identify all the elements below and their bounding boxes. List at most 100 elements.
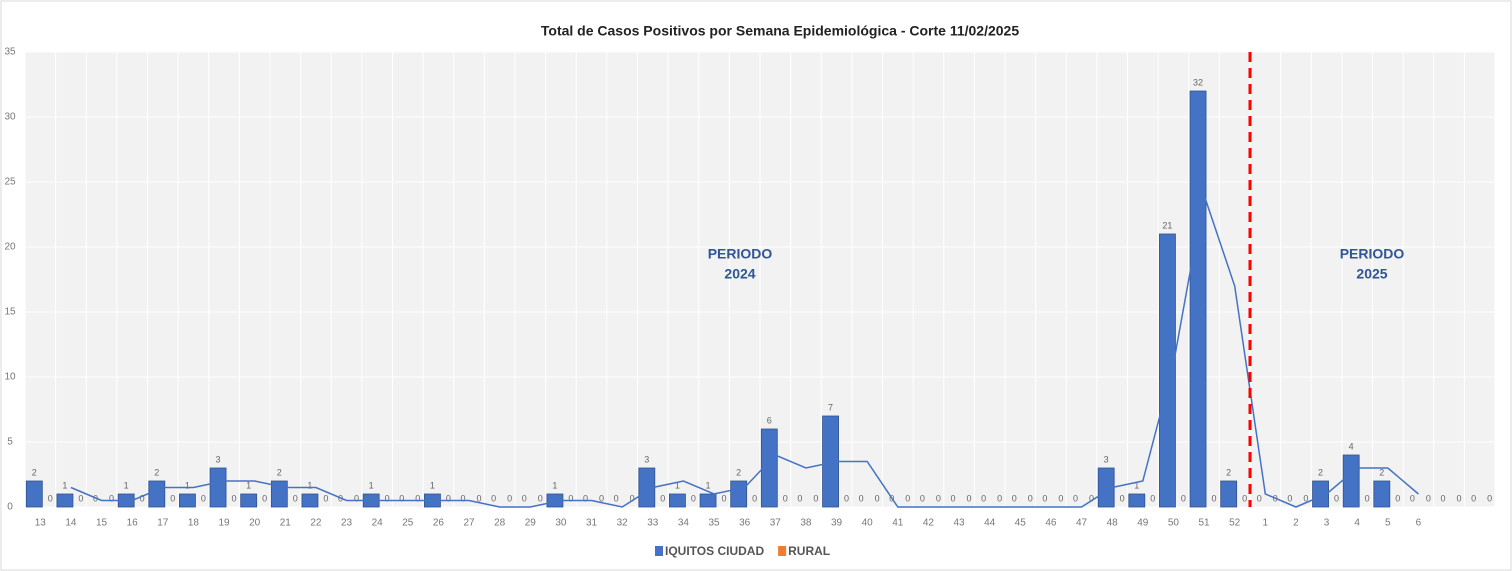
data-label: 3 bbox=[1104, 454, 1109, 464]
data-label: 0 bbox=[1257, 493, 1262, 503]
x-tick-label: 34 bbox=[678, 518, 690, 529]
bar bbox=[699, 493, 717, 508]
x-tick-label: 46 bbox=[1045, 518, 1057, 529]
x-tick-label: 18 bbox=[188, 518, 200, 529]
data-label: 0 bbox=[1410, 493, 1415, 503]
data-label: 0 bbox=[1303, 493, 1308, 503]
legend-swatch bbox=[778, 546, 787, 556]
x-tick-label: 32 bbox=[617, 518, 629, 529]
data-label: 0 bbox=[936, 493, 941, 503]
x-tick-label: 2 bbox=[1293, 518, 1299, 529]
bar bbox=[1220, 480, 1238, 508]
data-label: 0 bbox=[630, 493, 635, 503]
x-tick-label: 26 bbox=[433, 518, 445, 529]
data-label: 2 bbox=[1318, 467, 1323, 477]
bar bbox=[1373, 480, 1391, 508]
data-label: 0 bbox=[1120, 493, 1125, 503]
data-label: 1 bbox=[675, 480, 680, 490]
x-tick-label: 37 bbox=[770, 518, 782, 529]
data-label: 3 bbox=[644, 454, 649, 464]
x-tick-label: 22 bbox=[310, 518, 322, 529]
bar bbox=[1342, 454, 1360, 508]
x-tick-label: 49 bbox=[1137, 518, 1149, 529]
x-tick-label: 15 bbox=[96, 518, 108, 529]
data-label: 32 bbox=[1193, 77, 1203, 87]
bar bbox=[1189, 90, 1207, 508]
x-tick-label: 30 bbox=[555, 518, 567, 529]
data-label: 0 bbox=[583, 493, 588, 503]
data-label: 0 bbox=[1089, 493, 1094, 503]
x-tick-label: 14 bbox=[65, 518, 77, 529]
bar bbox=[760, 428, 778, 508]
data-label: 0 bbox=[967, 493, 972, 503]
data-label: 0 bbox=[399, 493, 404, 503]
bar bbox=[148, 480, 166, 508]
period-annotation: 2024 bbox=[724, 266, 755, 282]
data-label: 2 bbox=[154, 467, 159, 477]
data-label: 0 bbox=[844, 493, 849, 503]
x-tick-label: 35 bbox=[709, 518, 721, 529]
data-label: 0 bbox=[1487, 493, 1492, 503]
data-label: 0 bbox=[323, 493, 328, 503]
x-tick-label: 42 bbox=[923, 518, 935, 529]
data-label: 0 bbox=[722, 493, 727, 503]
data-label: 0 bbox=[140, 493, 145, 503]
data-label: 0 bbox=[354, 493, 359, 503]
data-label: 0 bbox=[1471, 493, 1476, 503]
y-tick-label: 30 bbox=[4, 112, 16, 123]
x-tick-label: 28 bbox=[494, 518, 506, 529]
data-label: 1 bbox=[62, 480, 67, 490]
data-label: 0 bbox=[1150, 493, 1155, 503]
x-tick-label: 3 bbox=[1324, 518, 1330, 529]
data-label: 0 bbox=[752, 493, 757, 503]
data-label: 0 bbox=[660, 493, 665, 503]
x-tick-label: 24 bbox=[372, 518, 384, 529]
bar bbox=[730, 480, 748, 508]
y-tick-label: 15 bbox=[4, 307, 16, 318]
x-tick-label: 4 bbox=[1354, 518, 1360, 529]
data-label: 0 bbox=[859, 493, 864, 503]
x-tick-label: 6 bbox=[1416, 518, 1422, 529]
data-label: 0 bbox=[109, 493, 114, 503]
x-tick-label: 44 bbox=[984, 518, 996, 529]
bar bbox=[25, 480, 43, 508]
trend-line bbox=[70, 194, 1419, 508]
data-label: 0 bbox=[170, 493, 175, 503]
data-label: 1 bbox=[307, 480, 312, 490]
data-label: 0 bbox=[981, 493, 986, 503]
data-label: 0 bbox=[1457, 493, 1462, 503]
x-tick-label: 27 bbox=[464, 518, 476, 529]
data-label: 0 bbox=[813, 493, 818, 503]
y-tick-label: 0 bbox=[7, 502, 13, 513]
data-label: 0 bbox=[1073, 493, 1078, 503]
x-tick-label: 43 bbox=[954, 518, 966, 529]
data-label: 0 bbox=[232, 493, 237, 503]
data-label: 0 bbox=[477, 493, 482, 503]
bar bbox=[1159, 233, 1176, 508]
x-tick-label: 16 bbox=[127, 518, 139, 529]
x-tick-label: 13 bbox=[35, 518, 47, 529]
data-label: 2 bbox=[1226, 467, 1231, 477]
x-tick-label: 29 bbox=[525, 518, 537, 529]
data-label: 2 bbox=[32, 467, 37, 477]
y-tick-label: 5 bbox=[7, 437, 13, 448]
data-label: 0 bbox=[951, 493, 956, 503]
data-label: 0 bbox=[507, 493, 512, 503]
data-label: 0 bbox=[385, 493, 390, 503]
data-label: 0 bbox=[1287, 493, 1292, 503]
data-label: 0 bbox=[920, 493, 925, 503]
x-tick-label: 5 bbox=[1385, 518, 1391, 529]
x-tick-label: 1 bbox=[1263, 518, 1269, 529]
x-tick-label: 45 bbox=[1015, 518, 1027, 529]
data-label: 1 bbox=[124, 480, 129, 490]
data-label: 2 bbox=[1379, 467, 1384, 477]
data-label: 0 bbox=[875, 493, 880, 503]
data-label: 1 bbox=[706, 480, 711, 490]
data-label: 1 bbox=[185, 480, 190, 490]
x-tick-label: 25 bbox=[402, 518, 414, 529]
data-label: 21 bbox=[1162, 220, 1172, 230]
x-tick-label: 31 bbox=[586, 518, 598, 529]
data-label: 0 bbox=[1042, 493, 1047, 503]
y-tick-label: 10 bbox=[4, 372, 16, 383]
